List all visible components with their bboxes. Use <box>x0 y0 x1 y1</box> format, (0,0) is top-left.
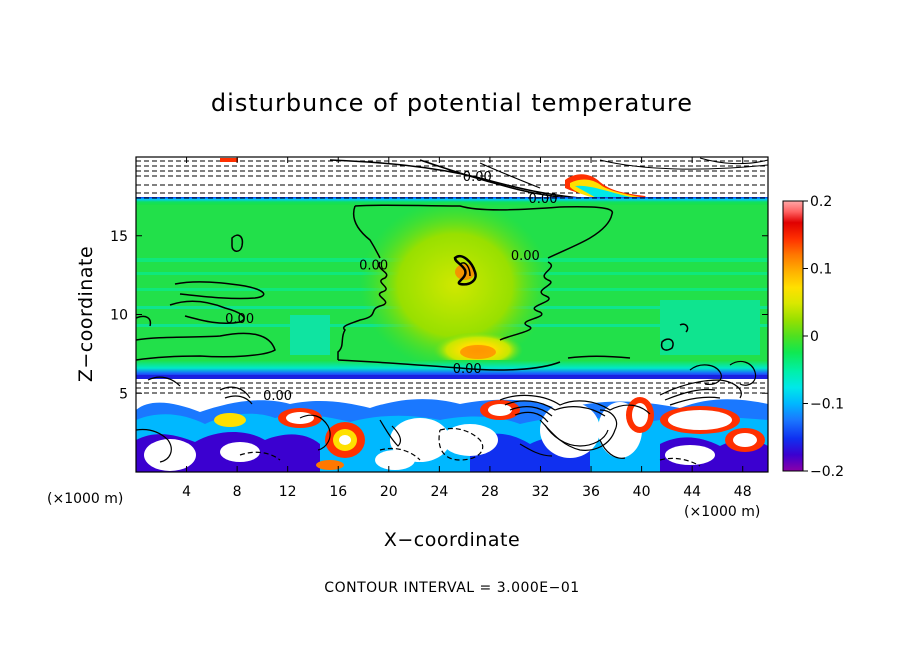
colorbar-ticks: 0.2 0.1 0 −0.1 −0.2 <box>803 194 844 480</box>
x-tick-label: 12 <box>279 484 297 500</box>
contour-label: 0.00 <box>263 389 292 404</box>
x-tick-label: 32 <box>532 484 550 500</box>
chart-title: disturbunce of potential temperature <box>211 89 693 117</box>
x-tick-label: 24 <box>430 484 448 500</box>
plot-area: 0.00 0.00 0.00 0.00 0.00 0.00 0.00 <box>136 157 768 472</box>
x-unit-label: (×1000 m) <box>684 504 760 520</box>
contour-label: 0.00 <box>453 362 482 377</box>
upper-color-patches <box>220 158 650 202</box>
contour-lines <box>136 204 689 371</box>
x-tick-label: 8 <box>233 484 242 500</box>
colorbar-tick-label: −0.1 <box>810 397 844 413</box>
x-tick-label: 20 <box>380 484 398 500</box>
colorbar-tick-label: 0.2 <box>810 194 832 210</box>
x-tick-label: 40 <box>633 484 651 500</box>
y-tick-label: 10 <box>110 308 128 324</box>
colorbar-scale <box>782 200 804 472</box>
colorbar-tick-label: 0 <box>810 329 819 345</box>
x-tick-label: 44 <box>683 484 701 500</box>
x-axis-title: X−coordinate <box>384 529 520 551</box>
colorbar-tick-label: 0.1 <box>810 262 832 278</box>
contour-label: 0.00 <box>359 258 388 273</box>
colorbar: 0.2 0.1 0 −0.1 −0.2 <box>782 194 844 480</box>
y-tick-label: 5 <box>119 386 128 402</box>
boundary-band <box>136 360 768 378</box>
x-tick-label: 4 <box>182 484 191 500</box>
contour-labels: 0.00 0.00 0.00 0.00 0.00 0.00 0.00 <box>225 170 558 404</box>
contour-interval-text: CONTOUR INTERVAL = 3.000E−01 <box>324 580 579 596</box>
z-unit-label: (×1000 m) <box>47 491 123 507</box>
warm-column <box>360 200 550 370</box>
x-axis: 4 8 12 16 20 24 28 32 36 40 44 48 <box>182 157 752 500</box>
x-tick-label: 48 <box>734 484 752 500</box>
surface-turbulence <box>136 397 768 472</box>
contour-label: 0.00 <box>225 312 254 327</box>
upper-layer <box>136 157 768 202</box>
contour-label: 0.00 <box>463 170 492 185</box>
surface-contours <box>136 360 757 467</box>
colorbar-tick-label: −0.2 <box>810 464 844 480</box>
contour-label: 0.00 <box>511 249 540 264</box>
y-tick-label: 15 <box>110 229 128 245</box>
y-axis: 5 10 15 <box>110 229 768 402</box>
lower-layer <box>136 379 768 399</box>
x-tick-label: 36 <box>582 484 600 500</box>
x-tick-label: 16 <box>329 484 347 500</box>
y-axis-title: Z−coordinate <box>75 246 97 382</box>
x-tick-label: 28 <box>481 484 499 500</box>
contour-label: 0.00 <box>529 192 558 207</box>
